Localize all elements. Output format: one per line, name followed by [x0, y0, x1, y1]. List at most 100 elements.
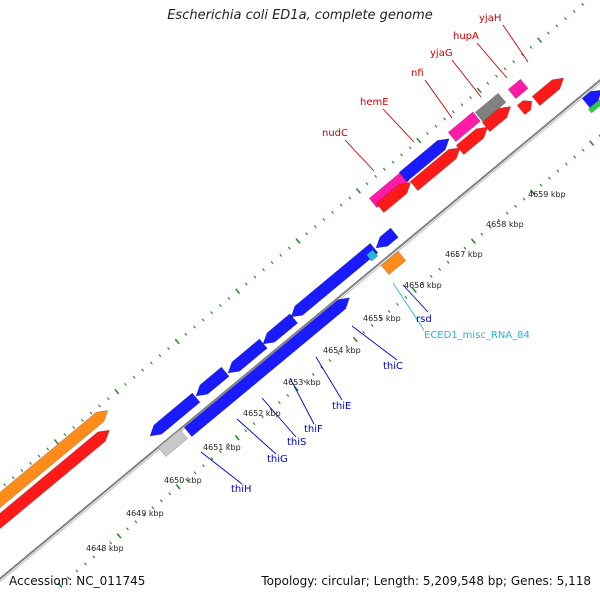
kbp-tick-label: 4656 kbp [404, 281, 442, 290]
gene-label-thif: thiF [304, 424, 323, 435]
outer-tick-minor [339, 203, 343, 207]
inner-tick-minor [67, 576, 70, 580]
inner-tick-minor [83, 562, 87, 566]
inner-tick-minor [193, 471, 197, 475]
leader-line-this [261, 397, 297, 438]
gene-label-thih: thiH [231, 484, 252, 495]
outer-tick-minor [374, 174, 378, 178]
thiH-gene-arrow [149, 392, 201, 437]
inner-tick-minor [277, 401, 281, 405]
hupA-gene-arrow [507, 78, 529, 100]
outer-tick-major [53, 438, 59, 445]
inner-tick-minor [421, 281, 425, 285]
outer-tick-minor [529, 45, 533, 49]
red-gene-arrow-4 [455, 126, 489, 156]
orange-gene-arrow [0, 410, 109, 509]
outer-tick-minor [400, 153, 403, 157]
backbone-line [0, 79, 600, 580]
outer-tick-minor [210, 311, 214, 315]
outer-tick-minor [141, 368, 145, 372]
inner-tick-minor [261, 415, 264, 419]
inner-tick-minor [404, 295, 408, 299]
inner-tick-minor [488, 225, 492, 229]
outer-tick-minor [106, 397, 110, 401]
outer-tick-minor [98, 404, 101, 408]
kbp-tick-label: 4649 kbp [126, 509, 164, 518]
gray-gene-arrow [157, 429, 188, 458]
inner-tick-minor [379, 316, 383, 320]
outer-tick-minor [313, 225, 317, 229]
outer-tick-major [235, 288, 241, 295]
outer-tick-minor [469, 96, 472, 100]
leader-line-hupa [476, 42, 508, 79]
inner-tick-minor [328, 358, 332, 363]
outer-tick-minor [279, 253, 283, 257]
outer-tick-minor [426, 131, 429, 135]
rsd-gene-arrow [375, 227, 399, 249]
kbp-tick-label: 4659 kbp [528, 190, 566, 199]
outer-tick-minor [11, 476, 15, 480]
leader-line-thif [289, 377, 315, 425]
red-gene-arrow-5 [481, 106, 512, 133]
inner-tick-minor [446, 260, 450, 264]
inner-tick-major [175, 483, 181, 490]
hemE-gene-arrow [398, 138, 450, 183]
gene-label-thig: thiG [267, 454, 288, 465]
outer-tick-minor [89, 411, 93, 415]
kbp-tick-label: 4651 kbp [203, 443, 241, 452]
outer-tick-minor [29, 461, 32, 465]
outer-tick-minor [555, 24, 559, 28]
outer-tick-major [174, 338, 180, 345]
outer-tick-minor [72, 425, 76, 429]
outer-tick-minor [451, 110, 455, 114]
inner-tick-minor [92, 555, 96, 559]
thiE-gene-arrow [262, 313, 299, 345]
inner-tick-minor [151, 506, 155, 510]
inner-tick-minor [303, 380, 307, 384]
outer-tick-minor [322, 217, 326, 222]
inner-tick-major [589, 140, 595, 146]
inner-tick-minor [126, 527, 129, 531]
inner-tick-major [470, 238, 476, 245]
inner-tick-minor [320, 365, 323, 370]
leader-line-heme [382, 108, 415, 143]
inner-tick-minor [556, 169, 560, 173]
inner-tick-minor [227, 443, 231, 447]
gene-label-hupa: hupA [453, 31, 479, 42]
kbp-tick-label: 4655 kbp [363, 314, 401, 323]
outer-tick-minor [546, 31, 550, 35]
thiC-gene-arrow [290, 242, 379, 318]
outer-tick-minor [382, 167, 386, 171]
inner-tick-minor [109, 541, 113, 545]
outer-tick-minor [512, 60, 516, 64]
inner-tick-minor [168, 492, 172, 496]
outer-tick-major [416, 137, 422, 144]
gene-label-this: thiS [287, 437, 306, 448]
gene-label-rsd: rsd [416, 314, 432, 325]
inner-tick-minor [362, 330, 366, 334]
outer-tick-minor [331, 210, 334, 214]
inner-tick-minor [514, 204, 518, 208]
outer-tick-minor [270, 260, 274, 265]
inner-tick-minor [142, 513, 146, 517]
inner-tick-minor [185, 478, 188, 482]
inner-tick-minor [345, 344, 349, 349]
inner-tick-minor [370, 323, 374, 327]
genome-summary-text: Topology: circular; Length: 5,209,548 bp… [261, 574, 591, 588]
leader-line-thig [236, 418, 277, 455]
red-gene-arrow-3 [409, 147, 461, 192]
inner-tick-minor [337, 351, 340, 356]
leader-line-nudc [344, 139, 375, 172]
inner-tick-major [411, 287, 417, 294]
inner-tick-minor [455, 253, 458, 257]
outer-tick-minor [503, 67, 507, 71]
gene-label-yjag: yjaG [430, 48, 453, 59]
leader-line-thih [200, 451, 243, 485]
outer-tick-minor [3, 483, 7, 487]
leader-line-rsd [402, 284, 429, 313]
outer-tick-minor [305, 232, 309, 236]
inner-tick-minor [581, 148, 585, 152]
outer-tick-minor [495, 74, 498, 78]
